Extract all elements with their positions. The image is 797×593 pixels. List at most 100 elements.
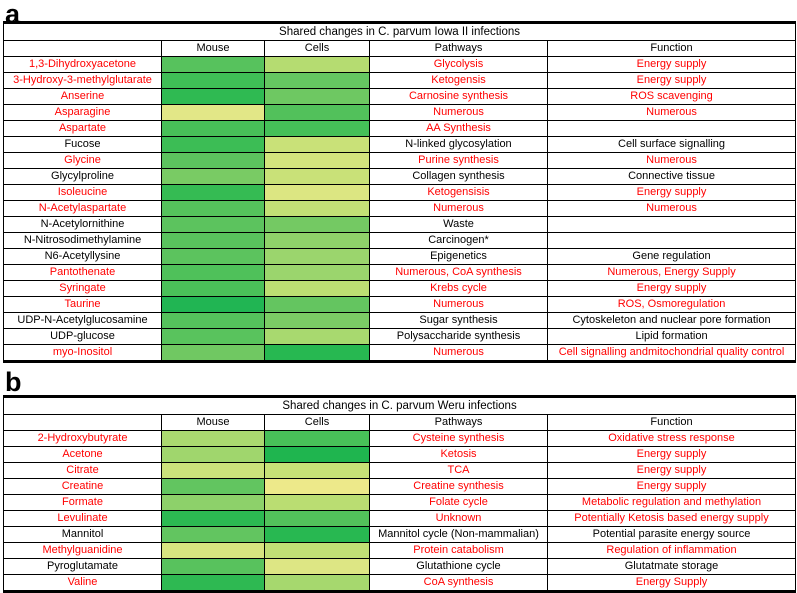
metabolite-cell: Taurine <box>3 296 162 313</box>
heat-cell-cells <box>264 312 370 329</box>
function-cell: Oxidative stress response <box>546 430 797 447</box>
pathway-cell: Krebs cycle <box>369 280 548 297</box>
heat-cell-mouse <box>161 216 265 233</box>
function-cell: Regulation of inflammation <box>546 542 797 559</box>
heat-cell-cells <box>264 344 370 362</box>
table-row: myo-Inositol Numerous Cell signalling andm… <box>3 344 797 362</box>
table-row: Citrate TCA Energy supply <box>3 462 797 479</box>
table-title-row: Shared changes in C. parvum Iowa II infe… <box>2 22 797 41</box>
heat-cell-mouse <box>161 200 265 217</box>
column-header-mouse: Mouse <box>161 414 265 431</box>
heat-cell-mouse <box>161 462 265 479</box>
metabolite-cell: Citrate <box>3 462 162 479</box>
table-row: Pyroglutamate Glutathione cycle Glutatmate… <box>3 558 797 575</box>
pathway-cell: AA Synthesis <box>369 120 548 137</box>
heat-cell-cells <box>264 216 370 233</box>
function-cell: Cytoskeleton and nuclear pore formation <box>546 312 797 329</box>
heat-cell-cells <box>264 72 370 89</box>
heat-cell-mouse <box>161 430 265 447</box>
heat-cell-mouse <box>161 494 265 511</box>
function-cell: Numerous <box>546 104 797 121</box>
pathway-cell: Numerous <box>369 200 548 217</box>
panel-a-label: a <box>5 0 21 29</box>
heat-cell-mouse <box>161 168 265 185</box>
metabolite-cell: Isoleucine <box>3 184 162 201</box>
table-a-title: Shared changes in C. parvum Iowa II infe… <box>2 22 797 41</box>
heat-cell-cells <box>264 120 370 137</box>
metabolite-cell: 1,3-Dihydroxyacetone <box>3 56 162 73</box>
metabolite-cell: Methylguanidine <box>3 542 162 559</box>
table-row: Creatine Creatine synthesis Energy supply <box>3 478 797 495</box>
pathway-cell: CoA synthesis <box>369 574 548 592</box>
function-cell: ROS scavenging <box>546 88 797 105</box>
metabolite-cell: Levulinate <box>3 510 162 527</box>
function-cell: Cell surface signalling <box>546 136 797 153</box>
table-b-title: Shared changes in C. parvum Weru infecti… <box>2 396 797 415</box>
metabolite-cell: UDP-glucose <box>3 328 162 345</box>
column-header-function: Function <box>546 40 797 57</box>
function-cell: Energy supply <box>546 462 797 479</box>
function-cell: Energy supply <box>546 56 797 73</box>
table-row: Mannitol Mannitol cycle (Non-mammalian) Po… <box>3 526 797 543</box>
function-cell <box>546 216 797 233</box>
heat-cell-cells <box>264 526 370 543</box>
heat-cell-cells <box>264 56 370 73</box>
metabolite-cell: 3-Hydroxy-3-methylglutarate <box>3 72 162 89</box>
metabolite-cell: 2-Hydroxybutyrate <box>3 430 162 447</box>
heat-cell-cells <box>264 494 370 511</box>
table-row: 1,3-Dihydroxyacetone Glycolysis Energy sup… <box>3 56 797 73</box>
heat-cell-cells <box>264 542 370 559</box>
pathway-cell: Folate cycle <box>369 494 548 511</box>
heat-cell-mouse <box>161 446 265 463</box>
table-row: N6-Acetyllysine Epigenetics Gene regulatio… <box>3 248 797 265</box>
function-cell: Numerous, Energy Supply <box>546 264 797 281</box>
function-cell <box>546 120 797 137</box>
heat-cell-mouse <box>161 478 265 495</box>
heat-cell-cells <box>264 446 370 463</box>
table-row: Syringate Krebs cycle Energy supply <box>3 280 797 297</box>
heat-cell-cells <box>264 462 370 479</box>
heat-cell-cells <box>264 136 370 153</box>
column-header-mouse: Mouse <box>161 40 265 57</box>
metabolite-cell: Anserine <box>3 88 162 105</box>
metabolite-cell: N-Acetylaspartate <box>3 200 162 217</box>
heat-cell-cells <box>264 88 370 105</box>
heat-cell-mouse <box>161 558 265 575</box>
function-cell: Energy supply <box>546 280 797 297</box>
pathway-cell: Unknown <box>369 510 548 527</box>
table-row: Glycylproline Collagen synthesis Connectiv… <box>3 168 797 185</box>
heat-cell-mouse <box>161 120 265 137</box>
pathway-cell: TCA <box>369 462 548 479</box>
heat-cell-cells <box>264 184 370 201</box>
heat-cell-cells <box>264 558 370 575</box>
heat-cell-mouse <box>161 184 265 201</box>
heat-cell-cells <box>264 478 370 495</box>
heat-cell-mouse <box>161 56 265 73</box>
table-header-row: Mouse Cells Pathways Function <box>3 414 797 431</box>
heat-cell-cells <box>264 328 370 345</box>
heat-cell-cells <box>264 168 370 185</box>
heat-cell-mouse <box>161 280 265 297</box>
metabolite-cell: UDP-N-Acetylglucosamine <box>3 312 162 329</box>
function-cell: Cell signalling andmitochondrial quality… <box>546 344 797 362</box>
function-cell: Energy supply <box>546 478 797 495</box>
metabolite-cell: Pyroglutamate <box>3 558 162 575</box>
table-row: 3-Hydroxy-3-methylglutarate Ketogensis Ene… <box>3 72 797 89</box>
metabolite-cell: Mannitol <box>3 526 162 543</box>
metabolite-cell: Acetone <box>3 446 162 463</box>
metabolite-cell: N-Acetylornithine <box>3 216 162 233</box>
pathway-cell: Glycolysis <box>369 56 548 73</box>
metabolite-cell: Valine <box>3 574 162 592</box>
heat-cell-mouse <box>161 312 265 329</box>
table-row: UDP-glucose Polysaccharide synthesis Lipid… <box>3 328 797 345</box>
pathway-cell: Collagen synthesis <box>369 168 548 185</box>
column-header-cells: Cells <box>264 414 370 431</box>
table-row: Fucose N-linked glycosylation Cell surface… <box>3 136 797 153</box>
table-title-row: Shared changes in C. parvum Weru infecti… <box>2 396 797 415</box>
heat-cell-mouse <box>161 88 265 105</box>
function-cell: Potential parasite energy source <box>546 526 797 543</box>
function-cell: Metabolic regulation and methylation <box>546 494 797 511</box>
table-row: Valine CoA synthesis Energy Supply <box>3 574 797 592</box>
metabolite-cell: Pantothenate <box>3 264 162 281</box>
pathway-cell: Purine synthesis <box>369 152 548 169</box>
